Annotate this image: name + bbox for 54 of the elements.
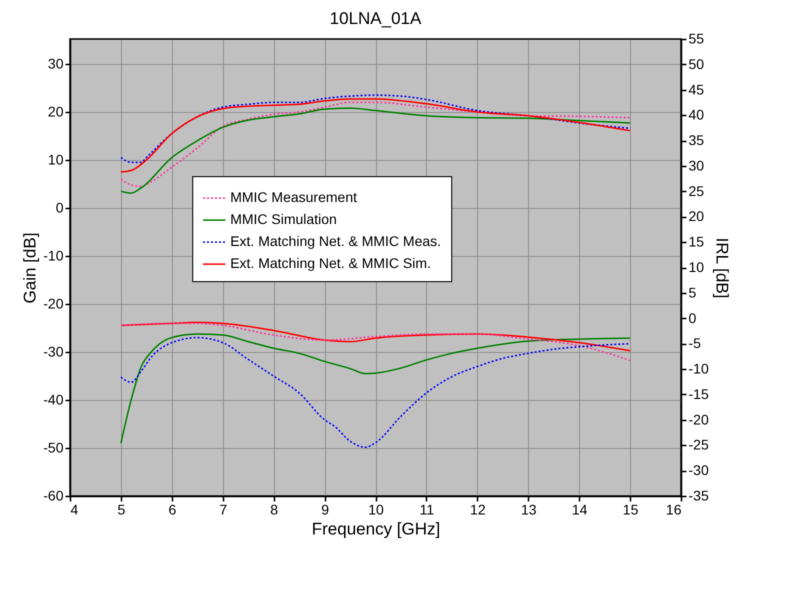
y2-tick-label: -30 bbox=[688, 462, 709, 478]
x-tick-label: 10 bbox=[368, 502, 384, 518]
y-tick-label: 30 bbox=[48, 55, 64, 72]
y2-tick-label: 30 bbox=[688, 157, 704, 174]
y-tick-label: -30 bbox=[43, 343, 64, 360]
x-tick-label: 16 bbox=[666, 502, 682, 518]
y2-tick-label: 40 bbox=[688, 106, 704, 123]
y2-tick-label: 20 bbox=[688, 208, 704, 224]
x-tick-label: 7 bbox=[219, 502, 228, 518]
x-axis-title: Frequency [GHz] bbox=[312, 520, 440, 538]
legend-label: Ext. Matching Net. & MMIC Meas. bbox=[230, 233, 442, 250]
y2-tick-label: 35 bbox=[688, 132, 704, 148]
y-tick-label: -40 bbox=[43, 391, 64, 408]
y2-tick-label: 15 bbox=[688, 234, 704, 250]
line-series bbox=[120, 98, 631, 173]
x-tick-label: 4 bbox=[70, 502, 78, 518]
x-tick-label: 12 bbox=[470, 502, 486, 518]
line-series bbox=[120, 94, 631, 164]
y-tick-label: 20 bbox=[48, 103, 64, 120]
y2-tick-label: 25 bbox=[688, 182, 704, 199]
legend-label: Ext. Matching Net. & MMIC Sim. bbox=[230, 255, 431, 272]
chart-title: 10LNA_01A bbox=[330, 9, 422, 28]
y-tick-label: 0 bbox=[56, 199, 64, 216]
y2-tick-label: 10 bbox=[688, 259, 704, 275]
x-tick-label: 14 bbox=[572, 502, 588, 518]
y-axis-title: Gain [dB] bbox=[20, 232, 40, 304]
y-tick-label: -50 bbox=[43, 439, 64, 456]
y2-tick-label: -25 bbox=[688, 436, 709, 453]
x-tick-label: 5 bbox=[118, 502, 126, 518]
legend-label: MMIC Simulation bbox=[230, 211, 337, 228]
x-tick-label: 8 bbox=[270, 502, 278, 518]
legend-label: MMIC Measurement bbox=[230, 189, 358, 206]
y2-tick-label: -5 bbox=[688, 335, 702, 352]
y2-tick-label: -15 bbox=[688, 386, 709, 402]
line-series bbox=[120, 322, 631, 362]
y2-tick-label: 55 bbox=[688, 30, 704, 46]
x-tick-label: 6 bbox=[168, 502, 176, 518]
y-tick-label: -20 bbox=[43, 295, 64, 312]
x-tick-label: 9 bbox=[321, 502, 330, 518]
y2-tick-label: -10 bbox=[688, 360, 709, 377]
line-series bbox=[120, 322, 631, 352]
x-tick-label: 11 bbox=[420, 502, 434, 518]
y2-tick-label: 45 bbox=[688, 81, 704, 98]
y2-axis-title: IRL [dB] bbox=[712, 238, 732, 298]
y-tick-label: -10 bbox=[43, 247, 64, 264]
y2-tick-label: -35 bbox=[688, 488, 709, 504]
y2-tick-label: -20 bbox=[688, 411, 709, 428]
y2-tick-label: 5 bbox=[688, 284, 696, 300]
x-tick-label: 13 bbox=[520, 502, 537, 518]
y2-tick-label: 50 bbox=[688, 56, 704, 72]
x-tick-label: 15 bbox=[622, 502, 639, 518]
y-tick-label: -60 bbox=[43, 488, 64, 504]
y2-tick-label: 0 bbox=[688, 310, 696, 326]
y-tick-label: 10 bbox=[48, 151, 64, 168]
